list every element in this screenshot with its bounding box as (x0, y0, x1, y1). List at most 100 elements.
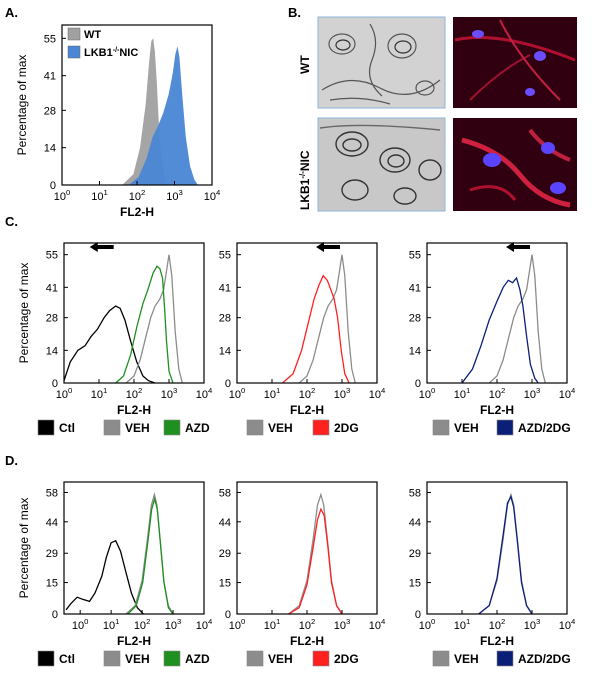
y-tick-label: 0 (52, 378, 58, 390)
plot-frame (63, 481, 205, 615)
panel-label-b: B. (288, 5, 301, 20)
y-tick-label: 0 (50, 180, 56, 192)
x-tick-label: 104 (369, 617, 386, 632)
y-tick-label: 55 (44, 33, 56, 45)
y-tick-label: 41 (409, 282, 421, 294)
y-tick-label: 0 (415, 609, 421, 621)
y-tick-label: 14 (219, 345, 231, 357)
legend-label: AZD (185, 421, 210, 435)
x-tick-label: 102 (134, 617, 151, 632)
x-tick-label: 100 (54, 188, 71, 203)
y-tick-label: 41 (46, 282, 58, 294)
legend-label: VEH (268, 652, 293, 666)
legend-label: WT (84, 29, 101, 41)
series-2dg-line (288, 507, 343, 615)
x-tick-label: 104 (196, 386, 213, 401)
x-tick-label: 103 (524, 386, 541, 401)
y-tick-label: 0 (52, 609, 58, 621)
legend-label: AZD/2DG (518, 421, 571, 435)
y-tick-label: 0 (225, 378, 231, 390)
x-tick-label: 102 (489, 617, 506, 632)
x-tick-label: 100 (229, 617, 246, 632)
row-label-wt: WT (298, 55, 312, 74)
legend-swatch (496, 419, 514, 436)
y-axis-label: Percentage of max (15, 55, 29, 156)
x-tick-label: 104 (369, 386, 386, 401)
em-image-wt (317, 16, 446, 109)
y-tick-label: 58 (46, 487, 58, 499)
x-tick-label: 102 (129, 188, 146, 203)
plot-frame (426, 242, 568, 384)
series-ctl-line (65, 539, 144, 615)
legend-swatch (432, 419, 450, 436)
y-tick-label: 55 (219, 250, 231, 262)
legend-label: VEH (268, 421, 293, 435)
y-tick-label: 29 (409, 548, 421, 560)
legend-swatch (37, 650, 55, 667)
y-tick-label: 44 (219, 517, 231, 529)
x-tick-label: 102 (489, 386, 506, 401)
x-tick-label: 101 (264, 386, 281, 401)
legend-label: 2DG (334, 652, 359, 666)
y-tick-label: 0 (225, 609, 231, 621)
x-tick-label: 101 (264, 617, 281, 632)
x-tick-label: 101 (91, 386, 108, 401)
legend-swatch (312, 419, 330, 436)
x-tick-label: 104 (559, 617, 576, 632)
y-tick-label: 29 (219, 548, 231, 560)
legend-label: VEH (454, 652, 479, 666)
fluo-texture-ko (461, 128, 571, 208)
legend-swatch (496, 650, 514, 667)
chart-d2: 0 15 29 44 58 100 101 102 103 104 FL2-H VEH 2DG (219, 481, 386, 667)
x-tick-label: 100 (229, 386, 246, 401)
legend-label: Ctl (59, 421, 75, 435)
shift-arrow-icon (316, 242, 340, 252)
x-tick-label: 102 (299, 386, 316, 401)
y-tick-label: 15 (46, 578, 58, 590)
panel-label-a: A. (5, 5, 18, 20)
legend-label: VEH (125, 652, 150, 666)
em-texture-ko (319, 124, 442, 205)
x-tick-label: 104 (196, 617, 213, 632)
y-tick-label: 28 (219, 313, 231, 325)
y-tick-label: 28 (44, 105, 56, 117)
x-tick-label: 101 (91, 188, 108, 203)
x-tick-label: 103 (334, 386, 351, 401)
legend-swatch (163, 419, 181, 436)
plot-frame (236, 481, 378, 615)
y-tick-label: 41 (44, 71, 56, 83)
y-tick-label: 15 (219, 578, 231, 590)
x-axis-label: FL2-H (117, 634, 151, 648)
legend-label: AZD (185, 652, 210, 666)
x-tick-label: 103 (165, 617, 182, 632)
plot-frame (63, 242, 205, 384)
legend-swatch (67, 45, 81, 59)
legend-swatch (312, 650, 330, 667)
chart-d1: 0 15 29 44 58 100 101 102 103 104 FL2-H Percentage … (17, 481, 213, 667)
x-tick-label: 102 (126, 386, 143, 401)
y-tick-label: 28 (409, 313, 421, 325)
legend-swatch (246, 650, 264, 667)
microscopy-panel: WT LKB1-/-NIC (298, 16, 577, 212)
legend-swatch (103, 650, 121, 667)
x-tick-label: 100 (72, 617, 89, 632)
legend-label: VEH (454, 421, 479, 435)
shift-arrow-icon (506, 242, 530, 252)
plot-frame (426, 481, 568, 615)
y-tick-label: 14 (44, 143, 56, 155)
y-tick-label: 29 (46, 548, 58, 560)
legend-swatch (37, 419, 55, 436)
panel-label-d: D. (5, 453, 18, 468)
em-texture-wt (321, 23, 441, 105)
x-axis-label: FL2-H (290, 634, 324, 648)
series-2dg-line (282, 274, 350, 384)
x-tick-label: 104 (204, 188, 221, 203)
y-tick-label: 55 (46, 250, 58, 262)
x-tick-label: 104 (559, 386, 576, 401)
x-axis-label: FL2-H (290, 403, 324, 417)
legend-label: VEH (125, 421, 150, 435)
series-azd-2dg-line (461, 276, 539, 384)
